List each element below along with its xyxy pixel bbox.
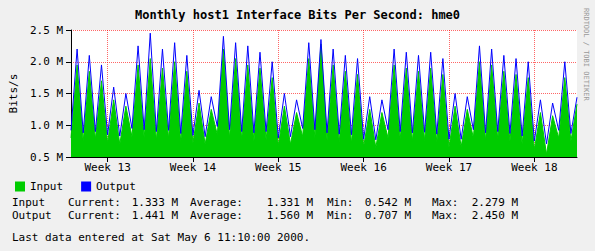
svg-text:Week 15: Week 15	[255, 161, 301, 174]
svg-text:Bits/s: Bits/s	[7, 74, 20, 114]
svg-text:Current:: Current:	[68, 209, 121, 222]
svg-text:Input: Input	[30, 180, 63, 193]
svg-text:Max:: Max:	[432, 196, 459, 209]
svg-text:1.441 M: 1.441 M	[132, 209, 179, 222]
svg-text:2.0 M: 2.0 M	[30, 55, 63, 68]
svg-text:Max:: Max:	[432, 209, 459, 222]
svg-text:Input: Input	[12, 196, 45, 209]
svg-text:Output: Output	[12, 209, 52, 222]
svg-text:Week 14: Week 14	[170, 161, 217, 174]
svg-text:2.5 M: 2.5 M	[30, 24, 63, 37]
svg-text:1.331 M: 1.331 M	[267, 196, 314, 209]
svg-text:1.0 M: 1.0 M	[30, 119, 63, 132]
svg-text:1.333 M: 1.333 M	[132, 196, 179, 209]
svg-text:Week 18: Week 18	[511, 161, 557, 174]
svg-text:Min:: Min:	[327, 209, 354, 222]
svg-text:0.542 M: 0.542 M	[365, 196, 412, 209]
svg-text:Week 17: Week 17	[426, 161, 472, 174]
svg-text:RRDTOOL / TOBI OETIKER: RRDTOOL / TOBI OETIKER	[582, 8, 590, 102]
svg-text:2.279 M: 2.279 M	[472, 196, 519, 209]
svg-text:Current:: Current:	[68, 196, 121, 209]
svg-text:1.5 M: 1.5 M	[30, 87, 63, 100]
svg-text:0.5 M: 0.5 M	[30, 151, 63, 164]
svg-text:1.560 M: 1.560 M	[267, 209, 314, 222]
svg-text:Average:: Average:	[190, 196, 243, 209]
svg-text:2.450 M: 2.450 M	[472, 209, 519, 222]
svg-text:Min:: Min:	[327, 196, 354, 209]
svg-text:0.707 M: 0.707 M	[365, 209, 412, 222]
svg-text:Output: Output	[96, 180, 136, 193]
svg-text:Last data entered at Sat May 6: Last data entered at Sat May 6 11:10:00 …	[12, 231, 310, 244]
svg-text:Monthly host1 Interface Bits P: Monthly host1 Interface Bits Per Second:…	[135, 8, 460, 22]
svg-text:Week 13: Week 13	[84, 161, 130, 174]
svg-text:Week 16: Week 16	[340, 161, 386, 174]
svg-text:Average:: Average:	[190, 209, 243, 222]
